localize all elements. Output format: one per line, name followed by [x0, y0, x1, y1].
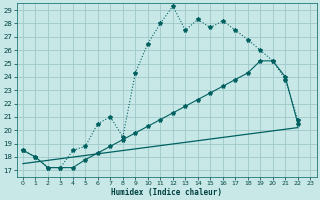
X-axis label: Humidex (Indice chaleur): Humidex (Indice chaleur): [111, 188, 222, 197]
